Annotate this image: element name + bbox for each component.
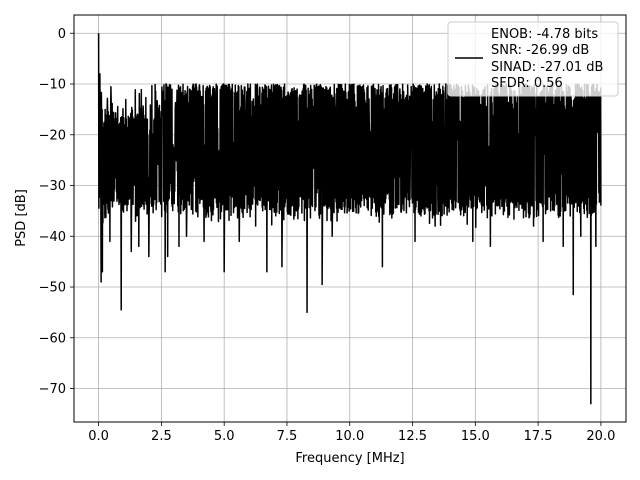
legend-entry-snr: SNR: -26.99 dB [491, 43, 589, 58]
y-axis-label: PSD [dB] [14, 189, 29, 247]
plot-area [97, 33, 602, 405]
y-tick-label: −20 [39, 128, 66, 143]
y-tick-label: 0 [58, 27, 66, 42]
x-tick-label: 0.0 [88, 429, 109, 444]
legend-entry-enob: ENOB: -4.78 bits [491, 27, 598, 42]
x-tick-label: 17.5 [524, 429, 553, 444]
y-tick-label: −70 [39, 382, 66, 397]
legend-entry-sinad: SINAD: -27.01 dB [491, 60, 603, 75]
x-tick-label: 7.5 [277, 429, 298, 444]
x-axis-ticks: 0.0 2.5 5.0 7.5 10.0 12.5 15.0 17.5 20.0 [88, 422, 615, 444]
psd-series-line [97, 33, 602, 405]
x-tick-label: 15.0 [461, 429, 490, 444]
x-tick-label: 10.0 [335, 429, 364, 444]
x-tick-label: 20.0 [586, 429, 615, 444]
legend-box [447, 21, 619, 97]
y-tick-label: −10 [39, 78, 66, 93]
x-tick-label: 12.5 [398, 429, 427, 444]
y-tick-label: −50 [39, 281, 66, 296]
x-tick-label: 5.0 [214, 429, 235, 444]
y-axis-ticks: 0 −10 −20 −30 −40 −50 −60 −70 [39, 27, 74, 397]
x-axis-label: Frequency [MHz] [295, 451, 404, 466]
x-tick-label: 2.5 [151, 429, 172, 444]
legend: ENOB: -4.78 bits SNR: -26.99 dB SINAD: -… [447, 21, 619, 97]
y-tick-label: −40 [39, 230, 66, 245]
y-tick-label: −30 [39, 179, 66, 194]
legend-entry-sfdr: SFDR: 0.56 [491, 76, 563, 91]
y-tick-label: −60 [39, 331, 66, 346]
